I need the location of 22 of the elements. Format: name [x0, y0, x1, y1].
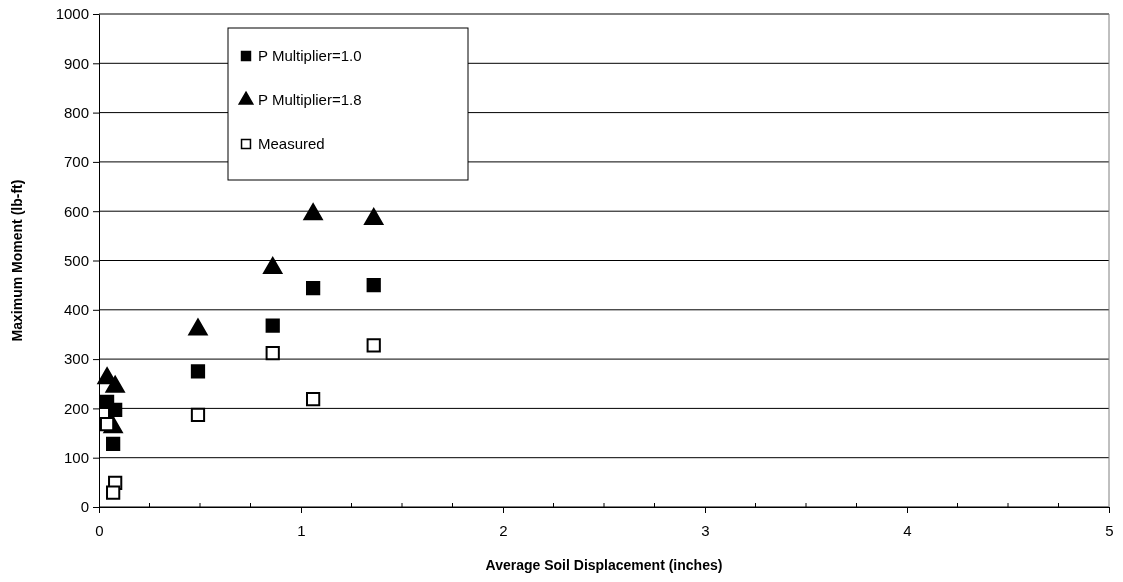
x-tick-label: 2 [499, 521, 508, 539]
x-tick-label: 5 [1105, 521, 1114, 539]
y-tick-label: 700 [63, 153, 89, 171]
y-tick-label: 100 [63, 449, 89, 466]
x-tick-label: 4 [903, 521, 912, 539]
x-tick-label: 3 [701, 521, 710, 539]
y-tick-label: 200 [63, 399, 89, 417]
y-tick-label: 500 [63, 251, 89, 269]
x-tick-label: 0 [95, 521, 104, 539]
y-tick-label: 300 [63, 350, 89, 368]
y-tick-label: 1000 [55, 5, 89, 23]
y-tick-label: 400 [63, 301, 89, 319]
legend-label: Measured [258, 135, 325, 152]
y-tick-label: 800 [63, 103, 89, 121]
y-tick-label: 900 [63, 54, 89, 72]
y-tick-label: 0 [80, 498, 89, 516]
x-tick-label: 1 [297, 521, 306, 539]
y-tick-label: 600 [63, 202, 89, 220]
y-axis-title: Maximum Moment (lb-ft) [9, 179, 25, 342]
legend-label: P Multiplier=1.8 [258, 91, 362, 108]
x-axis-title: Average Soil Displacement (inches) [485, 557, 723, 573]
legend-label: P Multiplier=1.0 [258, 47, 362, 64]
